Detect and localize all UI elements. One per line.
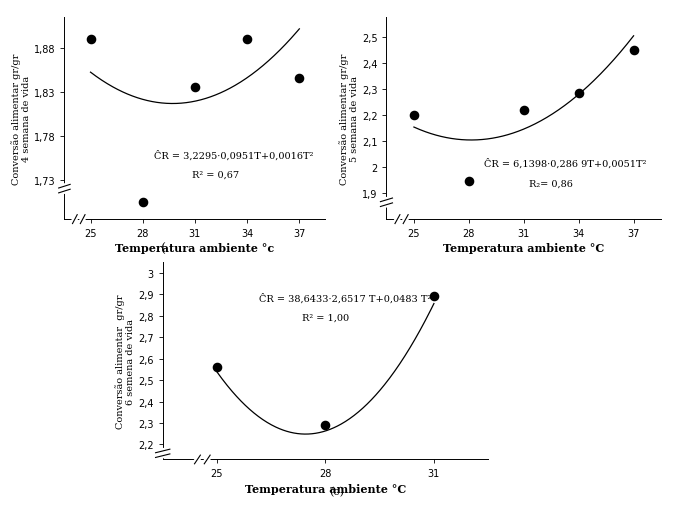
Point xyxy=(85,35,96,43)
Text: R² = 1,00: R² = 1,00 xyxy=(302,313,349,322)
Y-axis label: Conversão alimentar  gr/gr
6 semena de vida: Conversão alimentar gr/gr 6 semena de vi… xyxy=(115,294,136,428)
Point xyxy=(428,293,439,301)
X-axis label: Temperatura ambiente °C: Temperatura ambiente °C xyxy=(443,243,604,254)
Point xyxy=(294,75,305,83)
Point xyxy=(464,178,475,186)
Text: (: ( xyxy=(161,242,165,256)
Text: R₂= 0,86: R₂= 0,86 xyxy=(530,179,573,188)
Point xyxy=(408,112,419,120)
Point xyxy=(628,47,639,56)
Text: ĈR = 6,1398·0,286 9T+0,0051T²: ĈR = 6,1398·0,286 9T+0,0051T² xyxy=(484,158,646,168)
Point xyxy=(137,198,148,206)
Y-axis label: Conversão alimentar gr/gr
4 semana de vida: Conversão alimentar gr/gr 4 semana de vi… xyxy=(11,53,31,184)
Point xyxy=(573,90,584,98)
Point xyxy=(518,107,529,115)
Text: ĈR = 3,2295·0,0951T+0,0016T²: ĈR = 3,2295·0,0951T+0,0016T² xyxy=(155,150,314,160)
Point xyxy=(189,84,200,92)
Text: (c): (c) xyxy=(330,486,344,496)
Text: R² = 0,67: R² = 0,67 xyxy=(193,171,239,180)
Y-axis label: Conversão alimentar gr/gr
5 semana de vida: Conversão alimentar gr/gr 5 semana de vi… xyxy=(339,53,359,184)
Point xyxy=(212,364,222,372)
Point xyxy=(320,421,331,429)
Text: ĈR = 38,6433·2,6517 T+0,0483 T²: ĈR = 38,6433·2,6517 T+0,0483 T² xyxy=(259,293,431,303)
Point xyxy=(241,35,252,43)
X-axis label: Temperatura ambiente °c: Temperatura ambiente °c xyxy=(115,243,275,254)
X-axis label: Temperatura ambiente °C: Temperatura ambiente °C xyxy=(245,483,406,494)
